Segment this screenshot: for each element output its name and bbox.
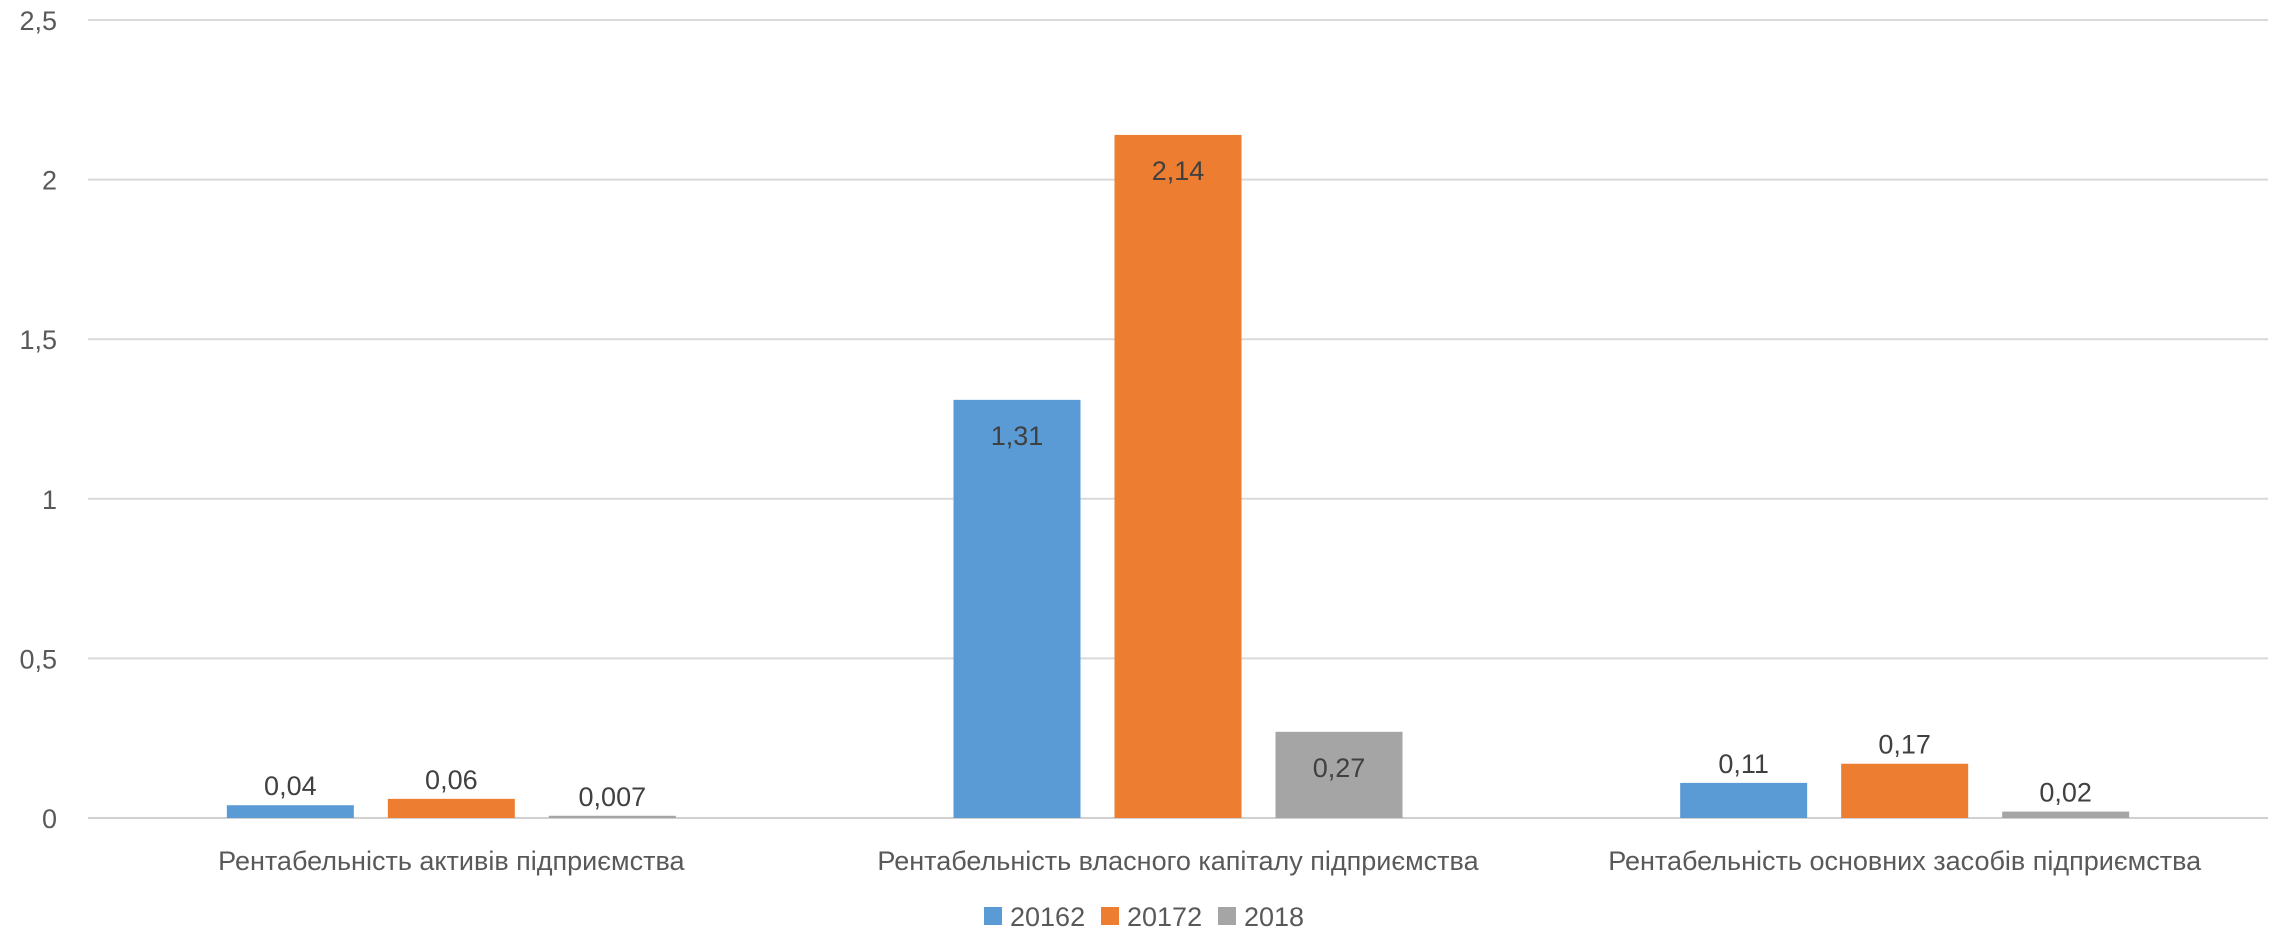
data-label: 0,11 (1718, 749, 1769, 779)
bar (1114, 134, 1242, 819)
bar (387, 798, 515, 818)
bars (226, 134, 2130, 819)
data-labels: 0,04 0,06 0,007 1,31 2,14 0,27 0,11 0,17 0,02 (264, 156, 2092, 812)
y-tick-label: 2 (42, 166, 57, 196)
bar (548, 815, 676, 818)
legend-label: 2018 (1244, 902, 1304, 932)
y-tick-label: 2,5 (19, 6, 57, 36)
bar (1841, 763, 1969, 818)
legend-swatch (1218, 907, 1236, 925)
legend: 20162 20172 2018 (984, 902, 1304, 932)
legend-label: 20172 (1127, 902, 1202, 932)
bar (2002, 811, 2130, 818)
data-label: 0,007 (579, 782, 647, 812)
bar (1680, 782, 1808, 818)
category-label: Рентабельність активів підприємства (218, 846, 685, 876)
data-label: 0,27 (1313, 753, 1366, 783)
y-tick-label: 0,5 (19, 644, 57, 674)
data-label: 0,17 (1878, 730, 1931, 760)
y-axis-ticks: 0 0,5 1 1,5 2 2,5 (19, 6, 57, 834)
bar (226, 805, 354, 818)
data-label: 0,02 (2039, 778, 2092, 808)
data-label: 1,31 (991, 421, 1044, 451)
data-label: 0,06 (425, 765, 478, 795)
legend-label: 20162 (1010, 902, 1085, 932)
bar (1275, 731, 1403, 818)
bar (953, 399, 1081, 818)
y-tick-label: 1,5 (19, 325, 57, 355)
category-labels: Рентабельність активів підприємства Рента… (218, 846, 2202, 876)
category-label: Рентабельність основних засобів підприєм… (1608, 846, 2202, 876)
legend-swatch (1101, 907, 1119, 925)
data-label: 2,14 (1152, 156, 1205, 186)
y-tick-label: 1 (42, 485, 57, 515)
legend-swatch (984, 907, 1002, 925)
y-tick-label: 0 (42, 804, 57, 834)
category-label: Рентабельність власного капіталу підприє… (877, 846, 1479, 876)
data-label: 0,04 (264, 771, 317, 801)
